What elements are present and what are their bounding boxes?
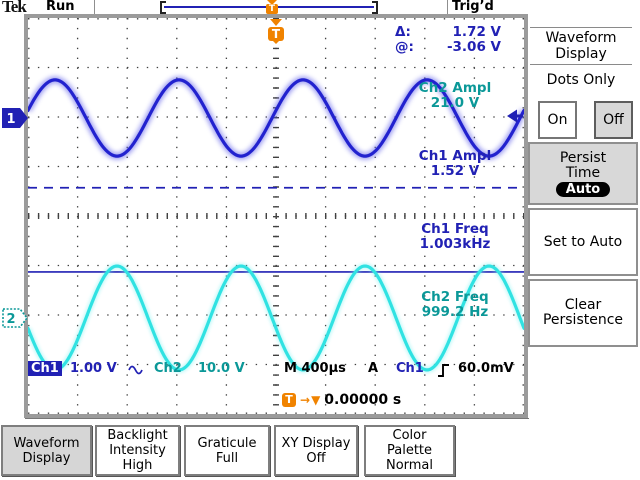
rising-edge-icon [438, 364, 449, 377]
dots-only-label: Dots Only [546, 72, 616, 88]
divider [530, 27, 632, 28]
trigger-arrow-icon: → [300, 393, 311, 407]
sine-coupling-icon [128, 365, 143, 375]
divider [530, 64, 632, 65]
ch2-label: Ch2 [154, 361, 182, 376]
divider [447, 0, 448, 14]
side-menu-title: Waveform Display [545, 30, 617, 62]
trigger-time-value: 0.00000 s [324, 392, 402, 408]
divider [94, 0, 95, 14]
bottom-menu-graticule[interactable]: Graticule Full [184, 425, 270, 476]
ch1-ground-marker[interactable]: 1 [2, 107, 29, 129]
trigger-pointer-icon: ▼ [311, 393, 321, 407]
cursor-readout: Δ: 1.72 V @: -3.06 V [395, 25, 501, 55]
trigger-time-row: T → ▼ 0.00000 s [282, 392, 401, 408]
persist-time-button[interactable]: Persist Time Auto [528, 142, 638, 205]
trigger-time-icon: T [282, 393, 296, 407]
at-label: @: [395, 39, 414, 55]
ch2-ground-marker[interactable]: 2 [2, 307, 29, 329]
ch2-scale: 10.0 V [198, 361, 245, 376]
set-to-auto-button[interactable]: Set to Auto [528, 208, 638, 276]
trigger-status: Trig’d [452, 0, 494, 14]
delta-value: 1.72 V [452, 24, 501, 40]
dots-only-off-button[interactable]: Off [594, 101, 633, 139]
bottom-menu-waveform-display[interactable]: Waveform Display [1, 425, 92, 476]
delta-label: Δ: [395, 24, 411, 40]
graticule-and-traces [28, 18, 524, 414]
acquisition-status: Run [46, 0, 75, 14]
meas-ch2-freq: Ch2 Freq 999.2 Hz [421, 289, 489, 320]
bottom-menu-color-palette[interactable]: Color Palette Normal [364, 425, 455, 476]
svg-text:1: 1 [6, 112, 15, 127]
trigger-source: Ch1 [396, 361, 424, 376]
status-bar: Ch1 1.00 V Ch2 10.0 V M 400µs A Ch1 60.0… [28, 361, 524, 378]
trigger-level-arrow-icon[interactable] [505, 108, 524, 124]
record-view-right-bracket [372, 1, 378, 14]
clear-persistence-button[interactable]: Clear Persistence [528, 279, 638, 347]
top-bar: Tek Run T Trig’d [0, 0, 640, 16]
trigger-level: 60.0mV [458, 361, 514, 376]
at-value: -3.06 V [446, 39, 501, 55]
svg-text:T: T [272, 27, 281, 41]
timebase: M 400µs [284, 361, 346, 376]
persist-time-value: Auto [555, 181, 611, 197]
bottom-menu-xy-display[interactable]: XY Display Off [274, 425, 358, 476]
meas-ch1-freq: Ch1 Freq 1.003kHz [419, 221, 491, 252]
record-trigger-icon: T [266, 4, 278, 14]
trigger-position-marker[interactable]: T [265, 19, 287, 45]
trigger-mode: A [368, 361, 379, 376]
dots-only-on-button[interactable]: On [538, 101, 577, 139]
tek-logo: Tek [2, 0, 27, 16]
record-trigger-pointer-icon [267, 0, 277, 5]
ch1-badge: Ch1 [28, 361, 62, 376]
svg-text:2: 2 [6, 312, 15, 327]
side-menu: Waveform Display Dots Only On Off Persist… [528, 14, 640, 418]
record-view-left-bracket [160, 1, 166, 14]
bottom-menu: Waveform Display Backlight Intensity High G… [0, 425, 530, 480]
scope-screen: 1 2 T Δ: 1.72 V @: -3.06 V Ch2 Ampl 21.0 V … [2, 18, 524, 414]
bottom-menu-backlight-intensity[interactable]: Backlight Intensity High [95, 425, 180, 476]
meas-ch1-ampl: Ch1 Ampl 1.52 V [418, 148, 492, 179]
ch1-scale: 1.00 V [70, 361, 117, 376]
meas-ch2-ampl: Ch2 Ampl 21.0 V [418, 80, 492, 111]
